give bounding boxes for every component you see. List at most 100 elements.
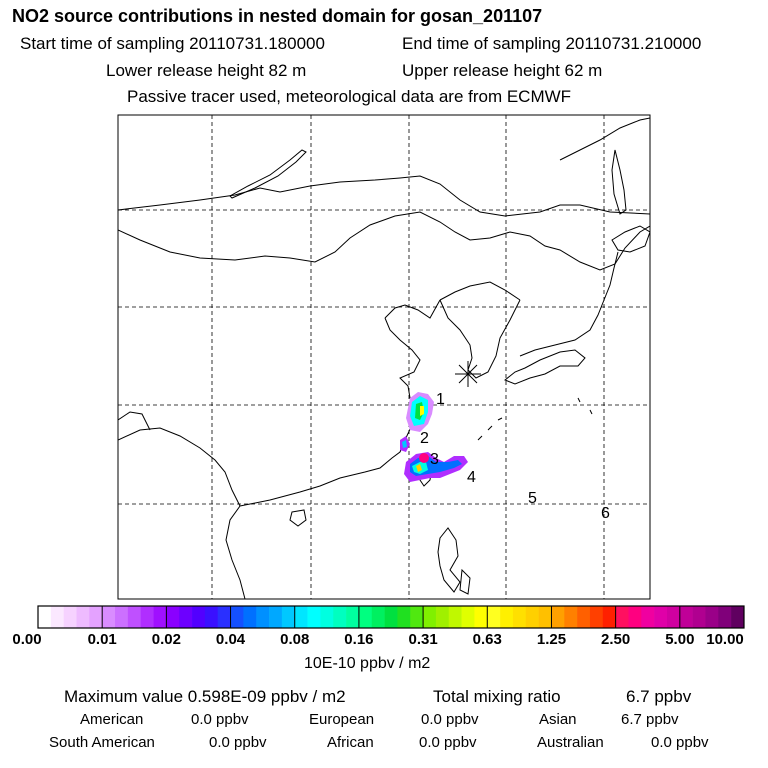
colorbar-tick-label: 10.00 <box>706 631 744 648</box>
no2-concentration-field <box>400 392 468 482</box>
colorbar-tick-label: 0.00 <box>12 631 42 648</box>
colorbar-swatch <box>551 606 565 628</box>
colorbar-swatch <box>410 606 424 628</box>
colorbar-swatch <box>602 606 616 628</box>
philippines-south <box>459 568 471 595</box>
hokkaido <box>611 225 650 253</box>
australian-value: 0.0 ppbv <box>651 734 709 751</box>
colorbar-swatch <box>256 606 270 628</box>
colorbar-swatch <box>628 606 642 628</box>
colorbar-swatch <box>307 606 321 628</box>
korea-border <box>439 281 521 301</box>
european-label: European <box>309 711 375 728</box>
colorbar-tick-label: 0.04 <box>215 631 246 648</box>
model-note: Passive tracer used, meteorological data… <box>127 87 572 106</box>
colorbar-swatch <box>564 606 578 628</box>
colorbar-swatch <box>89 606 103 628</box>
indochina-border <box>118 427 241 507</box>
colorbar-tick-label: 0.02 <box>151 631 181 648</box>
colorbar-swatch <box>153 606 167 628</box>
colorbar-swatch <box>320 606 334 628</box>
colorbar-tick-label: 0.08 <box>280 631 310 648</box>
colorbar-tick-label: 2.50 <box>601 631 631 648</box>
colorbar-swatch <box>102 606 116 628</box>
colorbar-swatch <box>731 606 745 628</box>
map-frame <box>117 114 651 600</box>
upper-release-height: Upper release height 62 m <box>402 61 603 80</box>
colorbar-swatch <box>718 606 732 628</box>
colorbar-swatch <box>705 606 719 628</box>
colorbar-swatch <box>179 606 193 628</box>
colorbar-swatch <box>166 606 180 628</box>
south-american-value: 0.0 ppbv <box>209 734 267 751</box>
african-value: 0.0 ppbv <box>419 734 477 751</box>
colorbar-swatch <box>358 606 373 628</box>
colorbar-swatch <box>654 606 668 628</box>
colorbar-swatch <box>423 606 437 628</box>
hainan <box>289 509 307 527</box>
coastlines-borders <box>118 117 650 599</box>
colorbar-swatch <box>140 606 154 628</box>
american-label: American <box>80 711 144 728</box>
japan-honshu <box>519 251 619 357</box>
region-label-3: 3 <box>430 451 439 468</box>
colorbar-swatch <box>666 606 681 628</box>
colorbar-swatch <box>346 606 360 628</box>
colorbar-swatch <box>281 606 296 628</box>
colorbar-tick-label: 5.00 <box>665 631 695 648</box>
ryukyu-islands <box>477 417 503 441</box>
colorbar-swatch <box>692 606 706 628</box>
colorbar-swatch <box>487 606 501 628</box>
receptor-star-icon <box>455 361 481 387</box>
colorbar-swatch <box>615 606 629 628</box>
colorbar-swatch <box>371 606 385 628</box>
colorbar-tick-label: 0.01 <box>87 631 117 648</box>
asian-value: 6.7 ppbv <box>621 711 679 728</box>
japan-south <box>504 349 586 385</box>
asian-label: Asian <box>539 711 577 728</box>
colorbar-swatch <box>217 606 231 628</box>
mongolia-china-border <box>118 211 650 271</box>
south-american-label: South American <box>49 734 155 751</box>
colorbar-swatch <box>448 606 462 628</box>
colorbar-swatch <box>63 606 77 628</box>
colorbar-swatch <box>589 606 604 628</box>
african-label: African <box>327 734 374 751</box>
colorbar-swatch <box>461 606 475 628</box>
total-mixing-label: Total mixing ratio <box>433 687 561 706</box>
colorbar-swatch <box>525 606 539 628</box>
lower-release-height: Lower release height 82 m <box>106 61 307 80</box>
colorbar-swatch <box>243 606 257 628</box>
colorbar-tick-label: 0.31 <box>408 631 438 648</box>
colorbar-swatch <box>474 606 488 628</box>
plume-max-hotspot <box>419 453 429 463</box>
region-label-6: 6 <box>601 505 610 522</box>
colorbar-swatch <box>38 606 52 628</box>
lat-lon-grid <box>118 115 650 599</box>
india-border <box>118 411 151 431</box>
colorbar-swatch <box>192 606 206 628</box>
region-label-2: 2 <box>420 430 429 447</box>
colorbar-swatch <box>127 606 141 628</box>
maximum-value: Maximum value 0.598E-09 ppbv / m2 <box>64 687 346 706</box>
colorbar-swatch <box>500 606 514 628</box>
colorbar-tick-label: 0.16 <box>344 631 374 648</box>
region-label-1: 1 <box>436 391 445 408</box>
northern-border <box>118 175 650 217</box>
southeast-asia-coast <box>225 505 246 599</box>
colorbar-swatch <box>115 606 129 628</box>
okhotsk-coast <box>559 117 650 161</box>
colorbar-swatch <box>538 606 552 628</box>
australian-label: Australian <box>537 734 604 751</box>
colorbar-swatch <box>269 606 283 628</box>
american-value: 0.0 ppbv <box>191 711 249 728</box>
colorbar-swatch <box>435 606 450 628</box>
european-value: 0.0 ppbv <box>421 711 479 728</box>
colorbar-swatch <box>230 606 244 628</box>
lake-baikal <box>229 149 307 199</box>
colorbar-swatch <box>679 606 693 628</box>
colorbar-swatch <box>50 606 64 628</box>
philippines <box>437 527 461 593</box>
